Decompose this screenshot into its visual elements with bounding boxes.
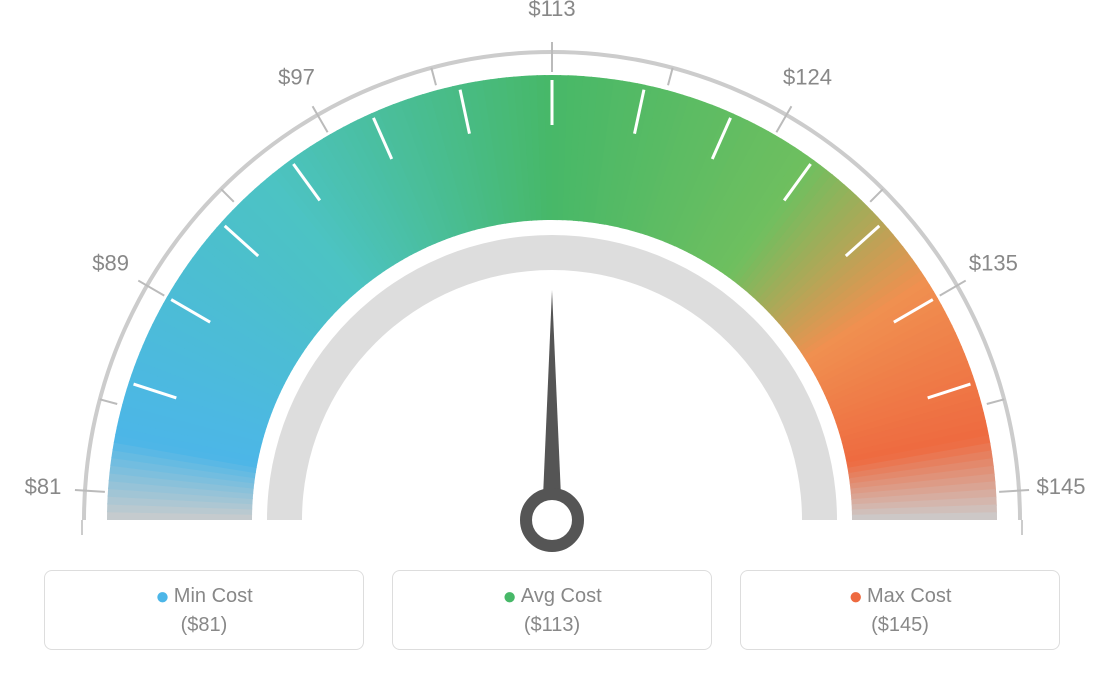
legend-title-avg: ●Avg Cost bbox=[403, 585, 701, 608]
legend-row: ●Min Cost ($81) ●Avg Cost ($113) ●Max Co… bbox=[0, 570, 1104, 650]
svg-text:$97: $97 bbox=[278, 64, 315, 89]
legend-box-avg: ●Avg Cost ($113) bbox=[392, 570, 712, 650]
svg-text:$124: $124 bbox=[783, 64, 832, 89]
legend-title-min: ●Min Cost bbox=[55, 585, 353, 608]
gauge-svg: $81 $89 $97 $113 $124 $135 $145 bbox=[0, 0, 1104, 560]
legend-value-min: ($81) bbox=[55, 614, 353, 637]
gauge-chart: $81 $89 $97 $113 $124 $135 $145 bbox=[0, 0, 1104, 560]
svg-text:$145: $145 bbox=[1037, 474, 1086, 499]
svg-text:$113: $113 bbox=[528, 0, 575, 21]
legend-label: Max Cost bbox=[867, 585, 951, 607]
legend-title-max: ●Max Cost bbox=[751, 585, 1049, 608]
legend-label: Min Cost bbox=[174, 585, 253, 607]
legend-label: Avg Cost bbox=[521, 585, 602, 607]
dot-icon: ● bbox=[155, 583, 170, 610]
svg-text:$81: $81 bbox=[25, 474, 62, 499]
legend-value-avg: ($113) bbox=[403, 614, 701, 637]
legend-box-max: ●Max Cost ($145) bbox=[740, 570, 1060, 650]
legend-value-max: ($145) bbox=[751, 614, 1049, 637]
dot-icon: ● bbox=[849, 583, 864, 610]
legend-box-min: ●Min Cost ($81) bbox=[44, 570, 364, 650]
svg-text:$135: $135 bbox=[969, 250, 1018, 275]
svg-text:$89: $89 bbox=[92, 250, 129, 275]
dot-icon: ● bbox=[502, 583, 517, 610]
